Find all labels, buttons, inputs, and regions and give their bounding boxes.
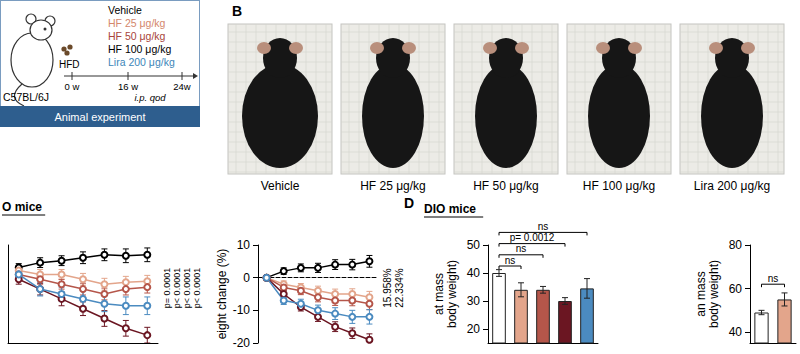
svg-text:body weight): body weight) <box>445 260 459 328</box>
svg-text:16 w: 16 w <box>118 81 138 92</box>
svg-text:an mass: an mass <box>694 271 708 316</box>
svg-text:15.958%: 15.958% <box>382 268 393 308</box>
svg-text:p< 0.0001: p< 0.0001 <box>182 268 192 308</box>
svg-text:-20: -20 <box>233 336 251 350</box>
svg-text:ns: ns <box>516 243 527 254</box>
svg-text:Lira 200 μg/kg: Lira 200 μg/kg <box>108 56 175 68</box>
svg-text:HF 25 μg/kg: HF 25 μg/kg <box>360 179 426 193</box>
svg-text:body weight): body weight) <box>707 260 721 328</box>
svg-text:D: D <box>404 195 414 211</box>
svg-text:i.p. qod: i.p. qod <box>134 92 166 103</box>
svg-text:40: 40 <box>467 266 481 280</box>
svg-text:0 w: 0 w <box>65 81 80 92</box>
svg-text:B: B <box>232 3 242 19</box>
svg-text:HF 50 μg/kg: HF 50 μg/kg <box>108 30 166 42</box>
svg-text:p< 0.0001: p< 0.0001 <box>192 268 202 308</box>
svg-text:at mass: at mass <box>432 273 446 315</box>
svg-text:HF 100 μg/kg: HF 100 μg/kg <box>583 179 655 193</box>
svg-text:Animal experiment: Animal experiment <box>54 111 145 123</box>
svg-text:eight change (%): eight change (%) <box>215 249 229 340</box>
svg-text:30: 30 <box>467 294 481 308</box>
svg-text:HF 50 μg/kg: HF 50 μg/kg <box>473 179 539 193</box>
svg-text:ns: ns <box>505 255 516 266</box>
svg-text:80: 80 <box>729 238 743 252</box>
svg-text:ns: ns <box>538 221 549 232</box>
svg-text:p< 0.0001: p< 0.0001 <box>172 268 182 308</box>
svg-text:Vehicle: Vehicle <box>261 179 300 193</box>
svg-text:C57BL/6J: C57BL/6J <box>3 91 49 103</box>
svg-text:ns: ns <box>768 273 779 284</box>
svg-text:Lira 200 μg/kg: Lira 200 μg/kg <box>694 179 770 193</box>
svg-text:0: 0 <box>243 271 250 285</box>
svg-text:40: 40 <box>729 325 743 339</box>
svg-text:HF 25 μg/kg: HF 25 μg/kg <box>108 17 166 29</box>
svg-text:DIO mice: DIO mice <box>424 202 476 216</box>
svg-text:-10: -10 <box>233 303 251 317</box>
svg-text:50: 50 <box>467 238 481 252</box>
svg-text:O mice: O mice <box>2 200 42 214</box>
svg-text:22.334%: 22.334% <box>394 268 405 308</box>
svg-text:HF 100 μg/kg: HF 100 μg/kg <box>108 43 171 55</box>
svg-text:p= 0.0012: p= 0.0012 <box>510 232 555 243</box>
svg-text:Vehicle: Vehicle <box>108 4 142 16</box>
svg-text:60: 60 <box>729 282 743 296</box>
svg-text:24w: 24w <box>173 81 191 92</box>
svg-text:20: 20 <box>467 322 481 336</box>
svg-text:p= 0.0001: p= 0.0001 <box>162 268 172 308</box>
svg-text:HFD: HFD <box>59 59 80 70</box>
svg-text:10: 10 <box>237 238 251 252</box>
